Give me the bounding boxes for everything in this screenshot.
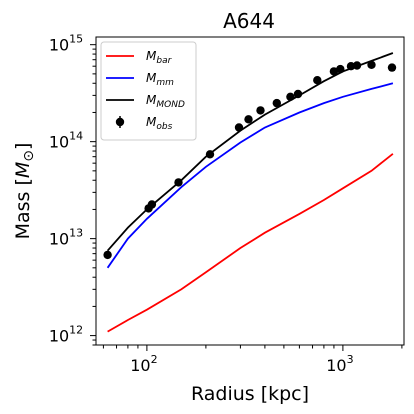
data-point-obs: [103, 250, 112, 260]
observed-points: [103, 60, 397, 260]
x-tick-label: 102: [130, 353, 157, 375]
legend: Mbar Mmm MMOND Mobs: [100, 41, 197, 141]
data-point-obs: [293, 89, 303, 99]
legend-label-bar: Mbar: [146, 49, 173, 66]
x-tick-label: 103: [326, 353, 353, 375]
legend-label-mm: Mmm: [146, 71, 174, 88]
data-point-obs: [367, 60, 376, 69]
data-point-obs: [387, 63, 397, 72]
y-tick-label: 1012: [49, 324, 83, 346]
chart-title: A644: [223, 9, 275, 33]
data-point-obs: [205, 150, 215, 159]
series-lines: [106, 52, 394, 333]
legend-label-mond: MMOND: [146, 93, 185, 110]
series-line-mond: [106, 52, 394, 252]
series-line-mm: [106, 82, 394, 269]
x-axis-ticks: 102 103: [102, 345, 403, 375]
y-axis-ticks: 1012 1013 1014 1015: [49, 33, 96, 346]
data-point-obs: [286, 92, 295, 102]
legend-label-obs: Mobs: [146, 115, 173, 132]
data-point-obs: [336, 64, 345, 74]
data-point-obs: [329, 67, 339, 76]
legend-box: [100, 41, 197, 141]
data-point-obs: [174, 178, 183, 187]
y-axis-label: Mass [M⊙]: [12, 143, 37, 240]
y-tick-label: 1014: [49, 130, 83, 152]
legend-marker-obs: [115, 117, 125, 127]
data-point-obs: [234, 123, 244, 132]
data-point-obs: [272, 98, 281, 108]
data-point-obs: [147, 200, 157, 209]
data-point-obs: [313, 76, 322, 85]
y-tick-label: 1013: [49, 227, 83, 249]
series-line-bar: [107, 153, 394, 333]
plot-frame: [95, 36, 405, 346]
data-point-obs: [352, 61, 362, 70]
data-point-obs: [256, 106, 265, 115]
x-axis-label: Radius [kpc]: [191, 383, 309, 405]
y-tick-label: 1015: [49, 33, 83, 55]
data-point-obs: [244, 115, 253, 124]
